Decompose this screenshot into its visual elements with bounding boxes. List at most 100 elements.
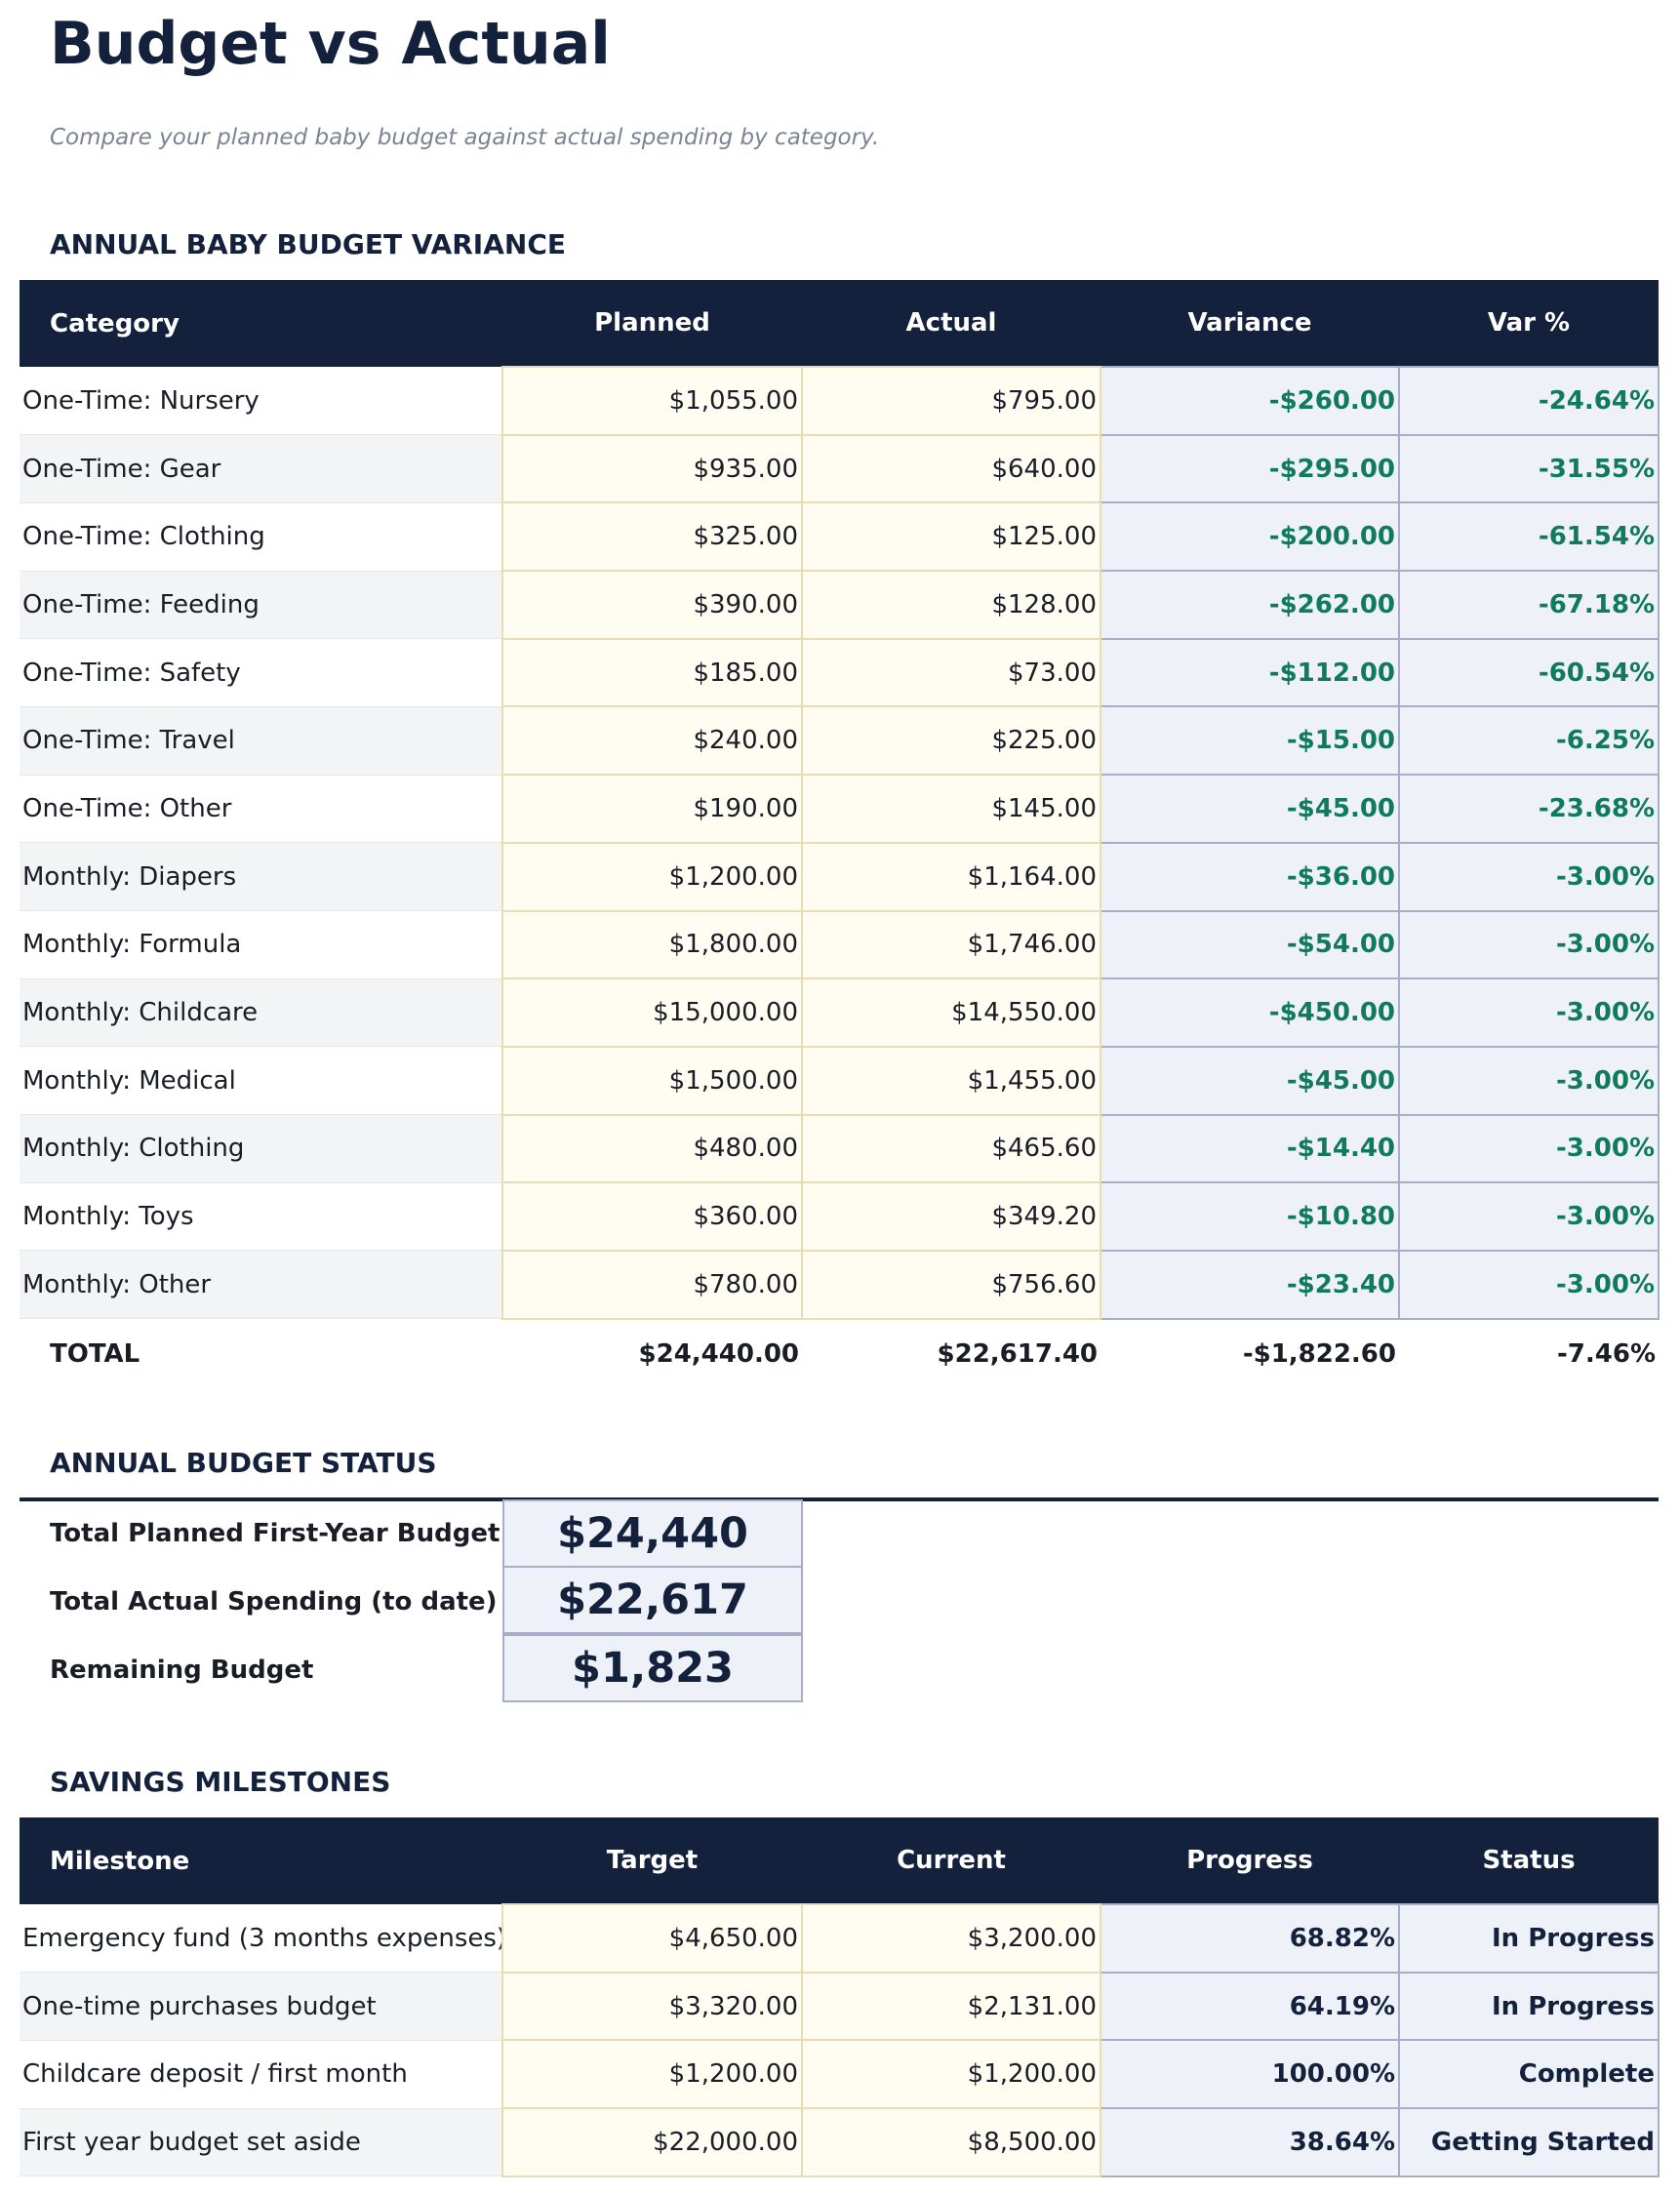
status-label: Total Actual Spending (to date)	[50, 1587, 498, 1616]
actual-cell[interactable]: $145.00	[801, 774, 1101, 844]
table-row: Monthly: Toys $360.00 $349.20 -$10.80 -3.00%	[20, 1181, 1660, 1252]
status-value: $1,823	[502, 1634, 803, 1702]
planned-cell[interactable]: $240.00	[501, 705, 803, 777]
variance-cell: -$262.00	[1100, 570, 1400, 640]
planned-cell[interactable]: $390.00	[501, 570, 803, 640]
actual-cell[interactable]: $1,200.00	[801, 2039, 1101, 2110]
category-cell: One-Time: Nursery	[20, 367, 502, 436]
column-header[interactable]: Status	[1399, 1817, 1659, 1904]
planned-cell[interactable]: $190.00	[501, 774, 803, 844]
table-row: One-Time: Gear $935.00 $640.00 -$295.00 -31.…	[20, 433, 1660, 504]
table-row: Monthly: Childcare $15,000.00 $14,550.00 -$…	[20, 978, 1660, 1048]
column-header[interactable]: Milestone	[20, 1817, 502, 1904]
column-header[interactable]: Planned	[502, 280, 802, 367]
variance-cell: -$112.00	[1100, 637, 1400, 708]
table-row: One-Time: Nursery $1,055.00 $795.00 -$260.0…	[20, 366, 1660, 436]
status-value: $24,440	[502, 1499, 803, 1568]
variance-cell: 64.19%	[1100, 1971, 1400, 2042]
table-row: Monthly: Clothing $480.00 $465.60 -$14.40 -3…	[20, 1113, 1660, 1184]
category-cell: Emergency fund (3 months expenses)	[20, 1904, 502, 1974]
page-subtitle: Compare your planned baby budget against…	[50, 125, 880, 150]
category-cell: Monthly: Other	[20, 1250, 502, 1320]
actual-cell[interactable]: $1,164.00	[801, 841, 1101, 912]
percent-cell: -6.25%	[1398, 705, 1660, 777]
column-header[interactable]: Target	[502, 1817, 802, 1904]
planned-cell[interactable]: $15,000.00	[501, 978, 803, 1048]
actual-cell[interactable]: $128.00	[801, 570, 1101, 640]
planned-cell[interactable]: $1,500.00	[501, 1045, 803, 1116]
actual-cell[interactable]: $73.00	[801, 637, 1101, 708]
actual-cell[interactable]: $14,550.00	[801, 978, 1101, 1048]
category-cell: Monthly: Medical	[20, 1046, 502, 1116]
planned-cell[interactable]: $1,200.00	[501, 841, 803, 912]
column-header[interactable]: Actual	[802, 280, 1100, 367]
percent-cell: -67.18%	[1398, 570, 1660, 640]
column-header[interactable]: Category	[20, 280, 502, 367]
category-cell: Monthly: Clothing	[20, 1114, 502, 1183]
percent-cell: -3.00%	[1398, 1113, 1660, 1184]
table-row: First year budget set aside $22,000.00 $8,…	[20, 2107, 1660, 2177]
variance-cell: -$200.00	[1100, 501, 1400, 573]
variance-table: Category Planned Actual Variance Var % One-Ti…	[20, 280, 1660, 1389]
planned-cell[interactable]: $4,650.00	[501, 1903, 803, 1974]
planned-cell[interactable]: $480.00	[501, 1113, 803, 1184]
actual-cell[interactable]: $795.00	[801, 366, 1101, 436]
variance-cell: -$260.00	[1100, 366, 1400, 436]
actual-cell[interactable]: $225.00	[801, 705, 1101, 777]
actual-cell[interactable]: $3,200.00	[801, 1903, 1101, 1974]
actual-cell[interactable]: $349.20	[801, 1181, 1101, 1252]
planned-cell[interactable]: $935.00	[501, 433, 803, 504]
variance-cell: -$295.00	[1100, 433, 1400, 504]
planned-cell[interactable]: $360.00	[501, 1181, 803, 1252]
planned-cell[interactable]: $780.00	[501, 1249, 803, 1320]
table-row: Emergency fund (3 months expenses) $4,650…	[20, 1903, 1660, 1974]
table-row: One-time purchases budget $3,320.00 $2,131…	[20, 1971, 1660, 2042]
total-row: TOTAL $24,440.00 $22,617.40 -$1,822.60 -7.46…	[20, 1319, 1659, 1389]
percent-cell: In Progress	[1398, 1903, 1660, 1974]
variance-cell: -$23.40	[1100, 1249, 1400, 1320]
planned-cell[interactable]: $22,000.00	[501, 2107, 803, 2177]
actual-cell[interactable]: $2,131.00	[801, 1971, 1101, 2042]
table-row: One-Time: Clothing $325.00 $125.00 -$200.00…	[20, 501, 1660, 573]
actual-cell[interactable]: $125.00	[801, 501, 1101, 573]
actual-cell[interactable]: $1,746.00	[801, 909, 1101, 980]
category-cell: Childcare deposit / first month	[20, 2040, 502, 2109]
percent-cell: -3.00%	[1398, 1181, 1660, 1252]
table-row: Monthly: Other $780.00 $756.60 -$23.40 -3.00…	[20, 1249, 1660, 1320]
actual-cell[interactable]: $8,500.00	[801, 2107, 1101, 2177]
planned-cell[interactable]: $325.00	[501, 501, 803, 573]
planned-cell[interactable]: $1,200.00	[501, 2039, 803, 2110]
column-header[interactable]: Variance	[1100, 280, 1399, 367]
category-cell: One-Time: Gear	[20, 434, 502, 503]
category-cell: Monthly: Formula	[20, 910, 502, 979]
table-row: Monthly: Diapers $1,200.00 $1,164.00 -$36.0…	[20, 841, 1660, 912]
percent-cell: Complete	[1398, 2039, 1660, 2110]
category-cell: Monthly: Childcare	[20, 978, 502, 1048]
milestones-table: Milestone Target Current Progress Status Emer…	[20, 1817, 1660, 2177]
planned-cell[interactable]: $3,320.00	[501, 1971, 803, 2042]
planned-cell[interactable]: $1,800.00	[501, 909, 803, 980]
status-heading: ANNUAL BUDGET STATUS	[50, 1447, 437, 1479]
actual-cell[interactable]: $465.60	[801, 1113, 1101, 1184]
total-cell: TOTAL	[50, 1338, 140, 1369]
variance-cell: -$14.40	[1100, 1113, 1400, 1184]
table-row: One-Time: Safety $185.00 $73.00 -$112.00 -60…	[20, 637, 1660, 708]
table-row: One-Time: Travel $240.00 $225.00 -$15.00 -6.…	[20, 705, 1660, 777]
table-row: One-Time: Other $190.00 $145.00 -$45.00 -23.…	[20, 774, 1660, 844]
actual-cell[interactable]: $756.60	[801, 1249, 1101, 1320]
status-label: Total Planned First-Year Budget	[50, 1519, 500, 1548]
variance-cell: 38.64%	[1100, 2107, 1400, 2177]
planned-cell[interactable]: $1,055.00	[501, 366, 803, 436]
percent-cell: -24.64%	[1398, 366, 1660, 436]
table-row: One-Time: Feeding $390.00 $128.00 -$262.00-…	[20, 570, 1660, 640]
actual-cell[interactable]: $1,455.00	[801, 1045, 1101, 1116]
column-header[interactable]: Var %	[1399, 280, 1659, 367]
percent-cell: -60.54%	[1398, 637, 1660, 708]
actual-cell[interactable]: $640.00	[801, 433, 1101, 504]
column-header[interactable]: Current	[802, 1817, 1100, 1904]
table-row: Monthly: Formula $1,800.00 $1,746.00 -$54.0…	[20, 909, 1660, 980]
planned-cell[interactable]: $185.00	[501, 637, 803, 708]
percent-cell: -23.68%	[1398, 774, 1660, 844]
column-header[interactable]: Progress	[1100, 1817, 1399, 1904]
category-cell: One-Time: Feeding	[20, 571, 502, 640]
